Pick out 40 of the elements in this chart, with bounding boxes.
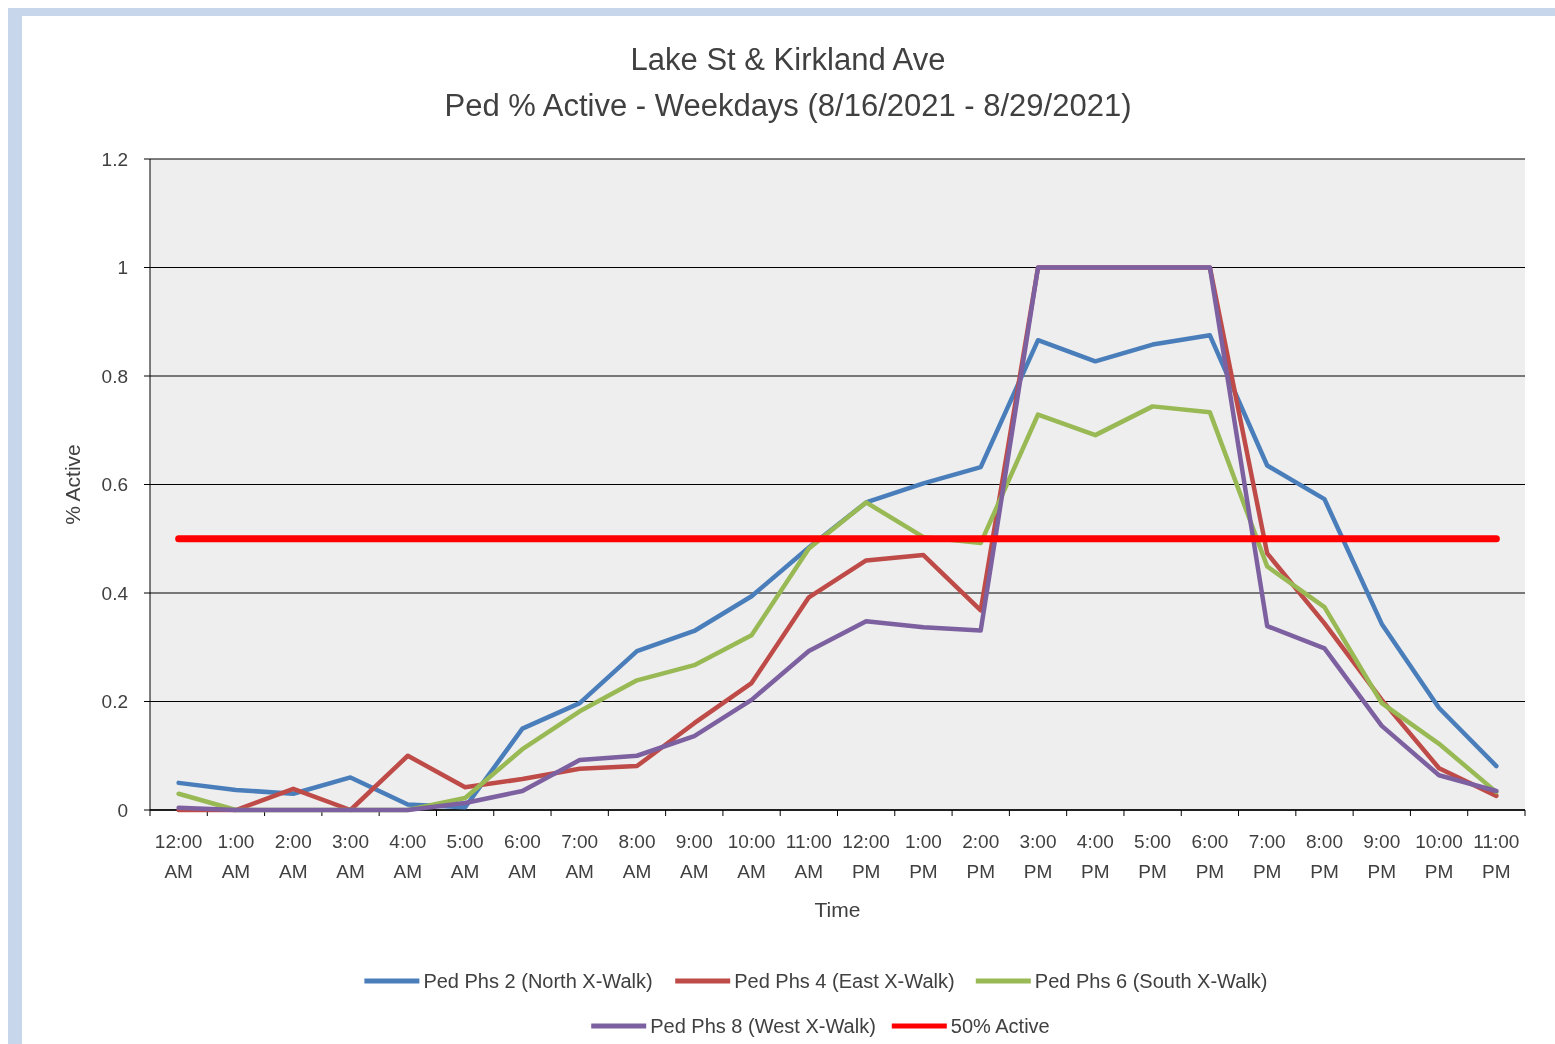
y-axis-title: % Active bbox=[61, 444, 84, 525]
x-tick-label: 12:00 AM bbox=[154, 831, 203, 882]
x-tick-label: 8:00 AM bbox=[618, 831, 656, 882]
x-tick-label: 12:00 PM bbox=[842, 831, 890, 882]
x-tick-label: 1:00 AM bbox=[217, 831, 255, 882]
x-tick-label: 4:00 PM bbox=[1076, 831, 1114, 882]
y-tick-label: 1 bbox=[117, 257, 128, 279]
x-tick-label: 5:00 PM bbox=[1134, 831, 1172, 882]
x-tick-label: 10:00 AM bbox=[727, 831, 776, 882]
x-tick-label: 2:00 PM bbox=[962, 831, 1000, 882]
x-tick-label: 10:00 PM bbox=[1415, 831, 1463, 882]
x-tick-label: 11:00 AM bbox=[785, 831, 832, 882]
x-tick-label: 4:00 AM bbox=[389, 831, 427, 882]
y-tick-label: 0.2 bbox=[101, 691, 128, 713]
legend-label: Ped Phs 4 (East X-Walk) bbox=[734, 970, 955, 992]
x-tick-label: 9:00 PM bbox=[1363, 831, 1401, 882]
x-tick-label: 9:00 AM bbox=[675, 831, 713, 882]
x-tick-label: 11:00 PM bbox=[1473, 831, 1520, 882]
y-tick-label: 1.2 bbox=[101, 148, 128, 170]
y-tick-label: 0.4 bbox=[101, 582, 129, 604]
x-tick-label: 3:00 PM bbox=[1019, 831, 1057, 882]
x-tick-label: 2:00 AM bbox=[274, 831, 312, 882]
chart-subtitle: Ped % Active - Weekdays (8/16/2021 - 8/29/2021) bbox=[444, 88, 1132, 123]
legend-label: Ped Phs 8 (West X-Walk) bbox=[650, 1015, 876, 1037]
y-tick-label: 0.8 bbox=[101, 365, 128, 387]
legend-label: Ped Phs 6 (South X-Walk) bbox=[1034, 970, 1268, 992]
x-tick-label: 3:00 AM bbox=[332, 831, 370, 882]
chart-title: Lake St & Kirkland Ave bbox=[630, 42, 946, 77]
x-tick-label: 7:00 AM bbox=[561, 831, 599, 882]
x-tick-label: 1:00 PM bbox=[904, 831, 942, 882]
y-tick-label: 0 bbox=[117, 799, 128, 821]
legend-label: Ped Phs 2 (North X-Walk) bbox=[423, 970, 653, 992]
x-tick-label: 8:00 PM bbox=[1305, 831, 1343, 882]
x-tick-label: 5:00 AM bbox=[446, 831, 484, 882]
x-tick-label: 7:00 PM bbox=[1248, 831, 1286, 882]
x-axis-title: Time bbox=[814, 898, 861, 921]
y-tick-label: 0.6 bbox=[101, 474, 128, 496]
x-tick-label: 6:00 AM bbox=[503, 831, 541, 882]
legend-label: 50% Active bbox=[950, 1015, 1050, 1037]
x-tick-label: 6:00 PM bbox=[1191, 831, 1229, 882]
